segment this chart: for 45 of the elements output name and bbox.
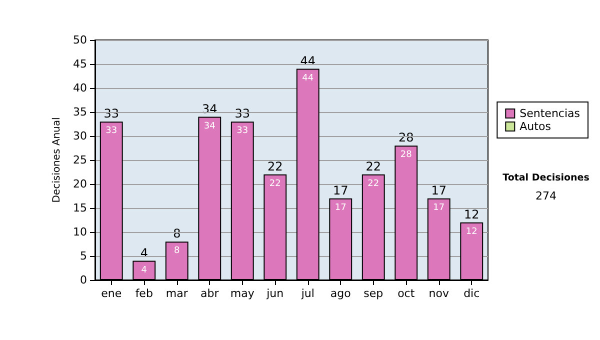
data-label: 17	[433, 202, 445, 213]
x-tick-label: dic	[464, 287, 480, 300]
x-tick-label: nov	[428, 287, 450, 300]
x-tick-label: may	[230, 287, 255, 300]
x-tick-label: ene	[101, 287, 122, 300]
y-tick-label: 0	[80, 274, 87, 286]
total-label: 12	[464, 207, 480, 222]
x-tick-label: jun	[266, 287, 284, 300]
x-tick-label: sep	[364, 287, 384, 300]
x-tick-label: ago	[330, 287, 352, 300]
y-tick-label: 15	[73, 202, 87, 214]
text: Total Decisiones	[502, 172, 590, 184]
y-tick-label: 20	[73, 178, 87, 190]
x-tick-label: oct	[398, 287, 416, 300]
data-label: 34	[204, 121, 216, 132]
x-tick-label: jul	[300, 287, 314, 300]
y-tick-label: 30	[73, 130, 87, 142]
total-label: 17	[431, 183, 447, 198]
y-tick-label: 50	[73, 34, 87, 46]
total-label: 17	[332, 183, 348, 198]
data-label: 22	[269, 178, 281, 189]
y-tick-label: 40	[73, 82, 87, 94]
y-tick-label: 45	[73, 58, 87, 70]
text: 274	[536, 190, 556, 202]
x-tick-label: mar	[166, 287, 188, 300]
total-label: 22	[366, 159, 382, 174]
y-tick-label: 5	[80, 250, 87, 262]
data-label: 44	[302, 73, 314, 84]
y-tick-label: 35	[73, 106, 87, 118]
data-label: 12	[466, 226, 478, 237]
data-label: 8	[174, 246, 180, 256]
y-axis-title: Decisiones Anual	[52, 117, 63, 203]
x-tick-label: feb	[135, 287, 153, 300]
data-label: 4	[141, 265, 148, 276]
y-tick-label: 25	[73, 154, 87, 166]
x-tick-label: abr	[200, 287, 220, 300]
data-label: 17	[334, 202, 346, 213]
total-label: 22	[267, 159, 283, 174]
data-label: 28	[400, 150, 412, 160]
data-label: 22	[368, 178, 380, 189]
data-label: 33	[236, 126, 248, 136]
y-tick-label: 10	[73, 226, 87, 238]
data-label: 33	[106, 126, 118, 136]
legend-label: Sentencias	[520, 107, 580, 120]
legend-label: Autos	[520, 120, 552, 133]
